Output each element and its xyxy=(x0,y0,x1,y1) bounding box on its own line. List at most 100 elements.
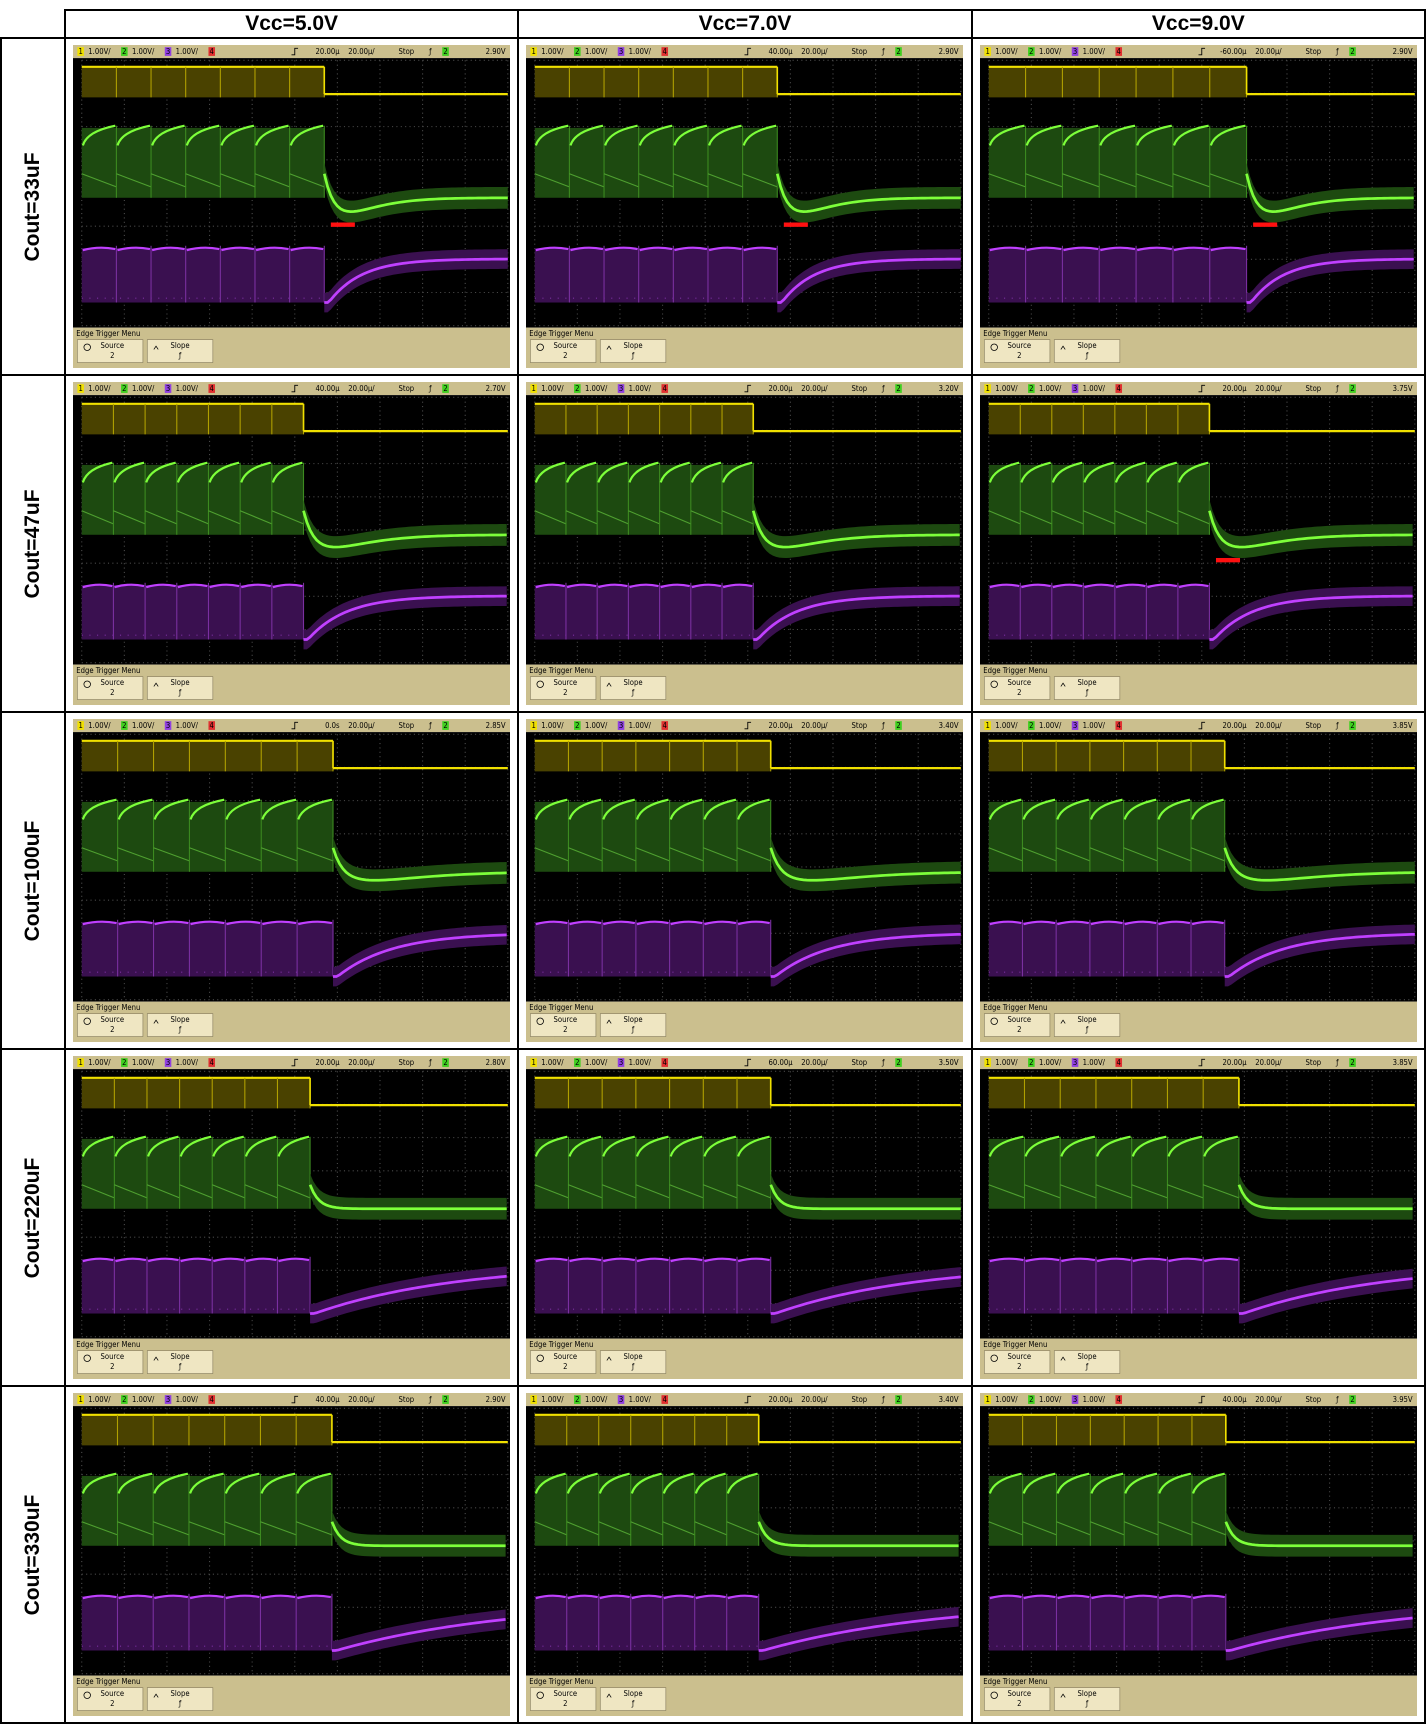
purple-trace xyxy=(605,246,639,252)
purple-trace xyxy=(727,1594,759,1600)
green-trace xyxy=(260,1472,296,1494)
trigger-slope: ƒ xyxy=(882,47,886,56)
green-trace xyxy=(743,124,777,146)
trigger-source: 2 xyxy=(1350,384,1354,393)
slope-icon xyxy=(1060,1019,1066,1024)
green-trace xyxy=(691,461,722,483)
channel-badge xyxy=(1071,721,1079,730)
green-trace xyxy=(1245,173,1414,213)
scope-capture: 1 1.00V/2 1.00V/3 1.00V/4 40.00µ 20.00µ/Stop ƒ… xyxy=(979,1393,1417,1716)
purple-trace xyxy=(303,594,507,641)
trigger-source: 2 xyxy=(897,1395,901,1404)
green-ripple xyxy=(628,510,661,525)
green-ripple xyxy=(212,1184,246,1199)
purple-trace xyxy=(1052,583,1083,589)
green-ripple xyxy=(114,1184,148,1199)
channel-number: 3 xyxy=(166,384,170,393)
channel-badge xyxy=(164,47,172,56)
purple-trace xyxy=(536,246,569,252)
purple-trace xyxy=(1224,932,1415,978)
purple-band xyxy=(81,584,304,640)
channel-badge xyxy=(164,1395,172,1404)
scope-cell: 1 1.00V/2 1.00V/3 1.00V/4 -60.00µ 20.00µ/Stop… xyxy=(970,37,1426,376)
purple-trace xyxy=(1020,583,1051,589)
slope-button xyxy=(1053,1687,1120,1711)
channel-badge xyxy=(77,1058,85,1067)
purple-band xyxy=(535,1595,760,1651)
trigger-level: 3.40V xyxy=(939,1395,959,1404)
green-trace xyxy=(722,461,753,483)
channel-badge xyxy=(77,1395,85,1404)
table-row: Cout=33uF 1 1.00V/2 1.00V/3 1.00V/4 20.00µ 20.… xyxy=(0,37,1426,376)
channel-number: 2 xyxy=(1029,47,1033,56)
green-trace xyxy=(727,1472,759,1494)
highlight-mark xyxy=(784,222,809,227)
channel-number: 2 xyxy=(576,1395,580,1404)
channel-number: 2 xyxy=(122,1058,126,1067)
channel-scale: 1.00V/ xyxy=(132,721,155,730)
purple-band xyxy=(81,1595,333,1651)
run-state: Stop xyxy=(1305,721,1321,730)
green-ripple xyxy=(208,510,241,525)
menu-title: Edge Trigger Menu xyxy=(76,666,140,675)
channel-badge xyxy=(661,721,669,730)
channel-badge xyxy=(984,1058,991,1067)
purple-trace xyxy=(186,246,220,252)
green-ripple xyxy=(1209,173,1247,188)
purple-band xyxy=(535,247,778,303)
slope-button xyxy=(600,1350,667,1374)
green-trace xyxy=(1020,461,1051,483)
status-bar xyxy=(73,719,511,733)
purple-trace xyxy=(569,1257,602,1263)
purple-trace xyxy=(221,246,255,252)
green-trace xyxy=(1157,1472,1191,1494)
green-band xyxy=(988,1138,1239,1209)
source-icon xyxy=(83,1354,92,1362)
source-button xyxy=(530,1013,597,1037)
green-ripple xyxy=(297,847,334,862)
source-value: 2 xyxy=(110,1025,114,1034)
channel-badge xyxy=(1115,1058,1122,1067)
green-trace xyxy=(737,798,771,820)
slope-icon xyxy=(607,682,613,687)
row-header: Cout=220uF xyxy=(0,1048,66,1387)
source-icon xyxy=(990,1017,998,1025)
green-band xyxy=(988,1475,1226,1546)
channel-scale: 1.00V/ xyxy=(132,1395,155,1404)
time-offset: -60.00µ xyxy=(1220,47,1247,56)
time-offset: 20.00µ xyxy=(769,1395,794,1404)
purple-band xyxy=(332,1609,506,1661)
channel-number: 4 xyxy=(663,47,667,56)
channel-badge xyxy=(121,1395,128,1404)
purple-trace xyxy=(154,920,189,926)
slope-label: Slope xyxy=(171,341,190,350)
menu-area xyxy=(979,1338,1417,1379)
green-band xyxy=(535,1138,772,1209)
time-offset: 40.00µ xyxy=(316,1395,341,1404)
purple-trace xyxy=(152,246,185,252)
purple-trace xyxy=(118,920,153,926)
channel-scale: 1.00V/ xyxy=(176,1395,199,1404)
green-trace xyxy=(604,124,639,146)
purple-trace xyxy=(989,1257,1024,1263)
green-ripple xyxy=(535,173,571,188)
purple-trace xyxy=(536,1594,567,1600)
slope-label: Slope xyxy=(624,1352,643,1361)
channel-badge xyxy=(1027,47,1035,56)
run-state: Stop xyxy=(1305,1058,1321,1067)
purple-band xyxy=(1209,586,1413,650)
yellow-band xyxy=(81,66,325,98)
slope-button xyxy=(147,1687,214,1711)
scope-capture: 1 1.00V/2 1.00V/3 1.00V/4 40.00µ 20.00µ/Stop ƒ… xyxy=(526,45,964,368)
purple-trace xyxy=(290,246,324,252)
purple-trace xyxy=(82,246,116,252)
trigger-source: 2 xyxy=(444,47,448,56)
source-button xyxy=(983,1013,1051,1037)
purple-trace xyxy=(637,920,670,926)
menu-title: Edge Trigger Menu xyxy=(983,1677,1047,1686)
green-trace xyxy=(185,124,220,146)
channel-badge xyxy=(208,384,216,393)
yellow-band xyxy=(81,1077,311,1109)
trigger-source-badge xyxy=(895,384,903,393)
slope-icon xyxy=(607,1019,613,1024)
